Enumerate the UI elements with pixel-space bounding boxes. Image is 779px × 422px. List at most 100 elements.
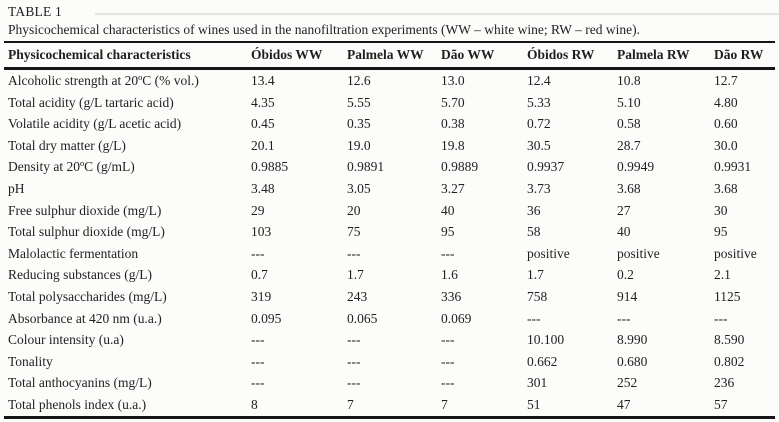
table-cell: 40 <box>617 224 631 240</box>
table-cell: 243 <box>347 288 368 304</box>
table-cell: 0.069 <box>441 310 472 326</box>
table-cell: 75 <box>347 224 361 240</box>
table-cell: 236 <box>714 375 735 391</box>
table-cell: --- <box>617 310 631 326</box>
column-header-wine: Palmela RW <box>613 42 710 70</box>
table-cell: 0.095 <box>251 310 282 326</box>
row-label: Free sulphur dioxide (mg/L) <box>8 202 162 218</box>
table-cell: 0.802 <box>714 353 745 369</box>
table-row: Density at 20ºC (g/mL) 0.9885 0.9891 0.9889… <box>4 156 775 178</box>
table-caption: Physicochemical characteristics of wines… <box>8 22 640 37</box>
table-cell: 0.58 <box>617 116 641 132</box>
table-cell: 0.9891 <box>347 159 385 175</box>
table-cell: 8.990 <box>617 332 648 348</box>
row-label: Absorbance at 420 nm (u.a.) <box>8 310 162 326</box>
table-cell: --- <box>347 245 361 261</box>
table-row: Total phenols index (u.a.) 8 7 7 51 47 57 <box>4 394 775 417</box>
table-header: Physicochemical characteristics Óbidos WW… <box>4 42 775 70</box>
row-label: Total phenols index (u.a.) <box>8 396 147 412</box>
table-cell: 0.7 <box>251 267 268 283</box>
table-cell: 3.27 <box>441 180 465 196</box>
table-cell: 2.1 <box>714 267 731 283</box>
table-cell: 40 <box>441 202 455 218</box>
row-label: Total sulphur dioxide (mg/L) <box>8 224 165 240</box>
table-cell: 10.8 <box>617 73 641 88</box>
table-cell: 1125 <box>714 288 741 304</box>
table-cell: 319 <box>251 288 272 304</box>
table-cell: 13.0 <box>441 73 465 88</box>
scan-artifact-line <box>95 13 779 15</box>
table-cell: 0.9931 <box>714 159 752 175</box>
table-row: Free sulphur dioxide (mg/L) 29 20 40 36 27 30 <box>4 200 775 222</box>
table-cell: 95 <box>441 224 455 240</box>
table-cell: 29 <box>251 202 265 218</box>
table-cell: 3.48 <box>251 180 275 196</box>
column-header-wine: Dão WW <box>437 42 523 70</box>
table-cell: 0.45 <box>251 116 275 132</box>
table-cell: 95 <box>714 224 728 240</box>
row-label: Total acidity (g/L tartaric acid) <box>8 94 174 110</box>
table-cell: 758 <box>527 288 548 304</box>
table-row: Reducing substances (g/L) 0.7 1.7 1.6 1.7 0.2… <box>4 264 775 286</box>
table-body: Alcoholic strength at 20ºC (% vol.) 13.4 1… <box>4 69 775 418</box>
table-cell: 12.4 <box>527 73 551 88</box>
table-cell: 8 <box>251 396 258 412</box>
table-cell: 301 <box>527 375 548 391</box>
table-cell: 1.6 <box>441 267 458 283</box>
row-label: Colour intensity (u.a) <box>8 332 124 348</box>
table-cell: 0.35 <box>347 116 371 132</box>
table-cell: 3.73 <box>527 180 551 196</box>
table-cell: 5.55 <box>347 94 371 110</box>
table-cell: 252 <box>617 375 638 391</box>
table-row: Volatile acidity (g/L acetic acid) 0.45 0.… <box>4 113 775 135</box>
table-cell: 1.7 <box>347 267 364 283</box>
table-cell: 58 <box>527 224 541 240</box>
table-cell: 47 <box>617 396 631 412</box>
row-label: Reducing substances (g/L) <box>8 267 152 283</box>
column-header-wine: Óbidos WW <box>247 42 343 70</box>
table-number-label: TABLE 1 <box>8 4 62 19</box>
table-cell: 4.35 <box>251 94 275 110</box>
table-cell: --- <box>441 245 455 261</box>
table-cell: --- <box>251 245 265 261</box>
table-row: Malolactic fermentation --- --- --- positive… <box>4 243 775 265</box>
row-label: Total dry matter (g/L) <box>8 137 126 153</box>
table-cell: 4.80 <box>714 94 738 110</box>
table-cell: 3.68 <box>714 180 738 196</box>
row-label: Volatile acidity (g/L acetic acid) <box>8 116 182 132</box>
table-cell: 13.4 <box>251 73 275 88</box>
table-cell: 30.5 <box>527 137 551 153</box>
table-row: Total dry matter (g/L) 20.1 19.0 19.8 30.5 28… <box>4 135 775 157</box>
table-cell: 914 <box>617 288 638 304</box>
column-header-characteristics: Physicochemical characteristics <box>4 42 247 70</box>
table-row: Total anthocyanins (mg/L) --- --- --- 301 252… <box>4 372 775 394</box>
table-cell: --- <box>441 375 455 391</box>
table-cell: 0.9937 <box>527 159 565 175</box>
table-cell: 1.7 <box>527 267 544 283</box>
table-row: Colour intensity (u.a) --- --- --- 10.100 8.9… <box>4 329 775 351</box>
table-cell: 12.7 <box>714 73 738 88</box>
table-cell: positive <box>527 245 570 261</box>
table-cell: 5.10 <box>617 94 641 110</box>
table-cell: --- <box>347 375 361 391</box>
table-cell: 19.8 <box>441 137 465 153</box>
table-cell: 0.9889 <box>441 159 479 175</box>
table-row: Absorbance at 420 nm (u.a.) 0.095 0.065 0.0… <box>4 308 775 330</box>
wine-characteristics-table: Physicochemical characteristics Óbidos WW… <box>4 41 775 419</box>
table-cell: 0.2 <box>617 267 634 283</box>
table-cell: positive <box>714 245 757 261</box>
table-cell: --- <box>251 353 265 369</box>
row-label: pH <box>8 180 25 196</box>
row-label: Malolactic fermentation <box>8 245 139 261</box>
table-row: Total sulphur dioxide (mg/L) 103 75 95 58 40 9… <box>4 221 775 243</box>
table-cell: 19.0 <box>347 137 371 153</box>
table-row: Tonality --- --- --- 0.662 0.680 0.802 <box>4 351 775 373</box>
table-row: Alcoholic strength at 20ºC (% vol.) 13.4 1… <box>4 69 775 92</box>
column-header-wine: Óbidos RW <box>523 42 613 70</box>
table-cell: 103 <box>251 224 272 240</box>
table-cell: 12.6 <box>347 73 371 88</box>
table-row: pH 3.48 3.05 3.27 3.73 3.68 3.68 <box>4 178 775 200</box>
table-cell: --- <box>441 332 455 348</box>
table-cell: 7 <box>441 396 448 412</box>
